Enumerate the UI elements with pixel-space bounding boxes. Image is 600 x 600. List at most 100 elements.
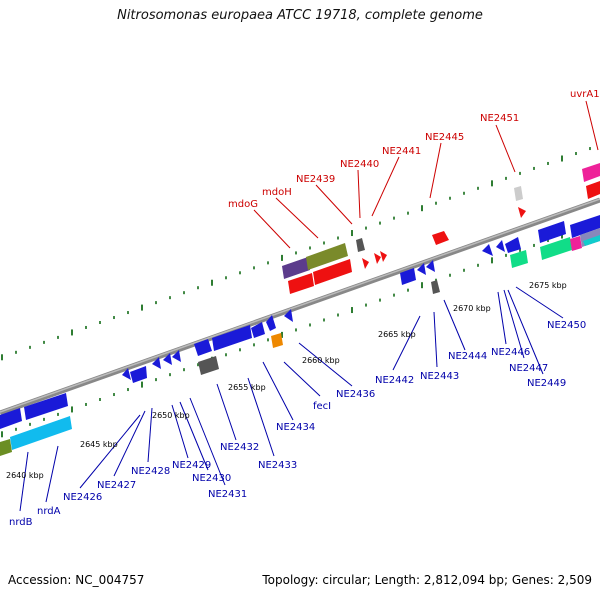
connector-NE2450 [515,286,564,319]
gene-label-NE2443: NE2443 [420,371,459,382]
connector-NE2441 [371,156,400,217]
gene-label-NE2432: NE2432 [220,442,259,453]
gene-blue-block-1 [194,339,212,356]
gene-blue-arrow-8 [284,309,293,322]
gene-label-NE2431: NE2431 [208,489,247,500]
gene-label-NE2439: NE2439 [296,174,335,185]
gene-blue-arrow-2 [130,366,147,383]
connector-NE2430 [179,401,209,471]
connector-nrdA [45,445,59,503]
connector-NE2451 [495,124,516,173]
connector-NE2428 [147,407,153,463]
scale-label: 2670 kbp [453,304,491,313]
gene-label-NE2426: NE2426 [63,492,102,503]
connector-NE2449 [507,289,544,375]
gene-green-small [510,250,528,268]
scale-label: 2660 kbp [302,356,340,365]
gene-label-NE2451: NE2451 [480,113,519,124]
connector-NE2433 [247,377,275,457]
gene-pink-block [570,236,582,251]
gene-label-NE2444: NE2444 [448,351,487,362]
gene-label-NE2427: NE2427 [97,480,136,491]
gene-label-NE2450: NE2450 [547,320,586,331]
scale-label: 2645 kbp [80,440,118,449]
gene-label-NE2430: NE2430 [192,473,231,484]
gene-light-gray [514,186,523,201]
connector-NE2432 [216,383,237,441]
scale-label: 2675 kbp [529,281,567,290]
gene-label-NE2446: NE2446 [491,347,530,358]
connector-mdoG [253,209,291,249]
connector-NE2426 [79,414,141,489]
gene-magenta-block [582,163,600,182]
gene-blue-arrow-7 [266,315,276,331]
connector-fecI [283,361,321,397]
gene-blue-arrow-4 [163,353,172,365]
connector-uvrA1 [585,100,599,151]
accession-label: Accession: NC_004757 [8,573,145,587]
gene-blue-left-2 [24,393,68,420]
connector-mdoH [275,197,319,239]
gene-mdoG-block [282,257,310,279]
gene-label-NE2449: NE2449 [527,378,566,389]
gene-nrdB-block [0,439,12,456]
scale-labels: 2640 kbp 2645 kbp 2650 kbp 2655 kbp 2660… [6,281,567,480]
gene-blue-arrow-1 [122,368,131,380]
gene-label-NE2447: NE2447 [509,363,548,374]
gene-blue-arrow-6 [251,322,265,338]
gene-label-NE2445: NE2445 [425,132,464,143]
gene-gray-small [356,238,365,252]
connector-NE2446 [497,291,507,345]
scale-label: 2650 kbp [152,411,190,420]
gene-red-block-2 [313,259,352,285]
gene-blue-arrow-3 [152,357,161,369]
gene-red-block-3 [432,231,449,245]
gene-red-arrow-3 [380,251,387,262]
gene-label-NE2434: NE2434 [276,422,315,433]
gene-label-fecI: fecI [313,401,331,412]
gene-label-uvrA1: uvrA1 [570,89,600,100]
tick-dots [1,147,591,438]
connector-NE2429 [171,404,189,459]
gene-nrdA-block [10,416,72,450]
backbone [0,197,600,416]
genome-summary: Topology: circular; Length: 2,812,094 bp… [262,573,592,587]
connector-nrdB [19,451,29,512]
gene-blue-block-3 [400,268,416,285]
connector-NE2444 [443,299,466,351]
gene-blue-block-5 [570,215,600,238]
connector-NE2439 [315,184,353,225]
gene-label-NE2441: NE2441 [382,146,421,157]
bottom-strand-genes [0,215,600,456]
connector-NE2436 [298,342,353,387]
gene-blue-arrow-5 [172,350,181,362]
gene-blue-block-2 [212,325,252,351]
connector-NE2440 [357,169,361,219]
top-strand-genes [282,163,600,294]
gene-gray-block-2 [431,280,440,294]
gene-label-NE2433: NE2433 [258,460,297,471]
label-connectors [19,100,599,512]
scale-label: 2640 kbp [6,471,44,480]
connector-NE2445 [429,142,442,199]
connector-NE2447 [503,289,525,359]
connector-NE2443 [433,311,438,368]
gene-blue-block-4 [538,221,566,243]
gene-blue-left-1 [0,408,22,429]
gene-green-block [540,237,572,260]
gene-orange-block [271,333,283,348]
gene-red-arrow-4 [518,207,526,218]
gene-red-arrow-1 [362,258,369,269]
gene-label-NE2440: NE2440 [340,159,379,170]
gene-label-mdoG: mdoG [228,199,258,210]
gene-blue-arrow-12 [496,240,505,252]
gene-blue-arrow-11 [482,244,493,256]
gene-label-mdoH: mdoH [262,187,292,198]
gene-red-block-1 [288,273,314,294]
gene-blue-arrow-13 [505,237,521,253]
connector-NE2442 [392,315,421,371]
scale-label: 2655 kbp [228,383,266,392]
bottom-gene-labels: nrdB nrdA NE2426 NE2427 NE2428 NE2429 NE… [9,320,586,528]
gene-teal-block [583,235,600,246]
